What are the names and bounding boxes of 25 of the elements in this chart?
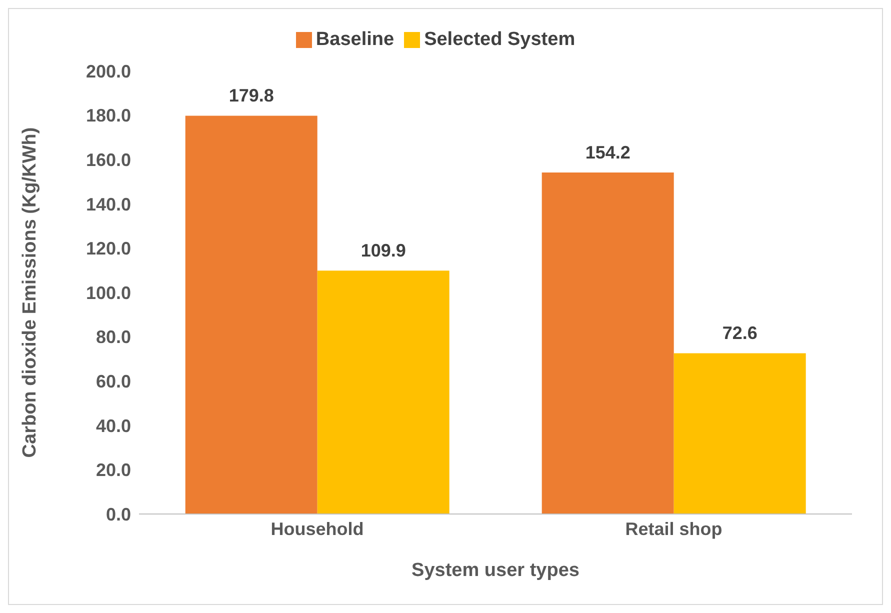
data-label: 154.2: [585, 142, 630, 162]
y-tick-label: 80.0: [96, 327, 131, 348]
data-label: 72.6: [722, 323, 758, 344]
data-label: 109.9: [360, 240, 406, 261]
bar: [185, 116, 318, 514]
y-tick-label: 120.0: [86, 238, 131, 259]
x-tick-label: Household: [270, 518, 364, 539]
bar: [674, 353, 806, 514]
y-tick-label: 60.0: [96, 371, 131, 392]
y-axis-title: Carbon dioxide Emissions (Kg/KWh): [20, 127, 41, 458]
bar: [542, 172, 674, 514]
y-tick-label: 180.0: [86, 106, 131, 126]
legend-label: Selected System: [424, 29, 576, 50]
y-tick-label: 160.0: [86, 150, 131, 170]
y-tick-label: 140.0: [86, 194, 131, 214]
bar: [317, 270, 450, 514]
data-label: 179.8: [228, 86, 274, 106]
legend-label: Baseline: [316, 29, 394, 50]
y-tick-label: 40.0: [96, 416, 131, 436]
x-axis-title: System user types: [412, 560, 580, 581]
y-tick-label: 200.0: [86, 61, 131, 82]
y-tick-label: 20.0: [96, 460, 131, 480]
y-tick-label: 0.0: [106, 504, 131, 524]
y-tick-label: 100.0: [86, 282, 131, 303]
x-tick-label: Retail shop: [625, 518, 722, 539]
